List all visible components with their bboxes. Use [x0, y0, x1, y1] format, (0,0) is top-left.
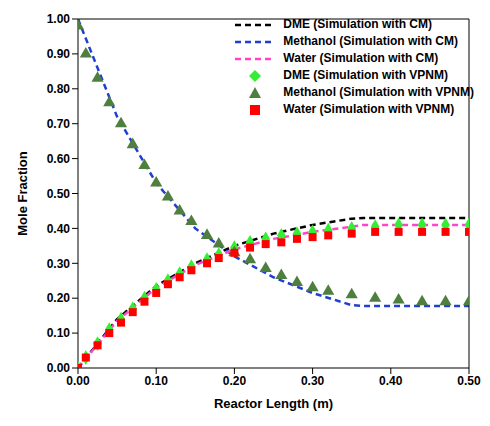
- svg-text:0.00: 0.00: [47, 361, 71, 375]
- svg-text:0.30: 0.30: [301, 374, 325, 388]
- html-text:Water (Simulation with VPNM): Water (Simulation with VPNM): [283, 102, 455, 116]
- html-text:DME (Simulation with CM): DME (Simulation with CM): [283, 17, 432, 31]
- svg-text:0.50: 0.50: [457, 374, 481, 388]
- svg-text:0.10: 0.10: [145, 374, 169, 388]
- svg-text:0.60: 0.60: [47, 152, 71, 166]
- svg-text:Reactor Length (m): Reactor Length (m): [214, 396, 333, 411]
- svg-text:0.40: 0.40: [47, 222, 71, 236]
- svg-text:0.80: 0.80: [47, 82, 71, 96]
- html-text:Water (Simulation with CM): Water (Simulation with CM): [283, 51, 439, 65]
- svg-text:0.90: 0.90: [47, 47, 71, 61]
- svg-text:1.00: 1.00: [47, 12, 71, 26]
- svg-text:0.20: 0.20: [223, 374, 247, 388]
- html-text:Methanol (Simulation with VPNM: Methanol (Simulation with VPNM): [283, 85, 474, 99]
- svg-text:0.20: 0.20: [47, 291, 71, 305]
- html-text:Methanol (Simulation with CM): Methanol (Simulation with CM): [283, 34, 458, 48]
- svg-text:0.10: 0.10: [47, 326, 71, 340]
- svg-text:Mole Fraction: Mole Fraction: [15, 151, 30, 236]
- svg-text:0.30: 0.30: [47, 257, 71, 271]
- svg-text:0.00: 0.00: [66, 374, 90, 388]
- svg-text:0.50: 0.50: [47, 187, 71, 201]
- svg-text:0.40: 0.40: [379, 374, 403, 388]
- html-text:DME (Simulation with VPNM): DME (Simulation with VPNM): [283, 68, 448, 82]
- svg-text:0.70: 0.70: [47, 117, 71, 131]
